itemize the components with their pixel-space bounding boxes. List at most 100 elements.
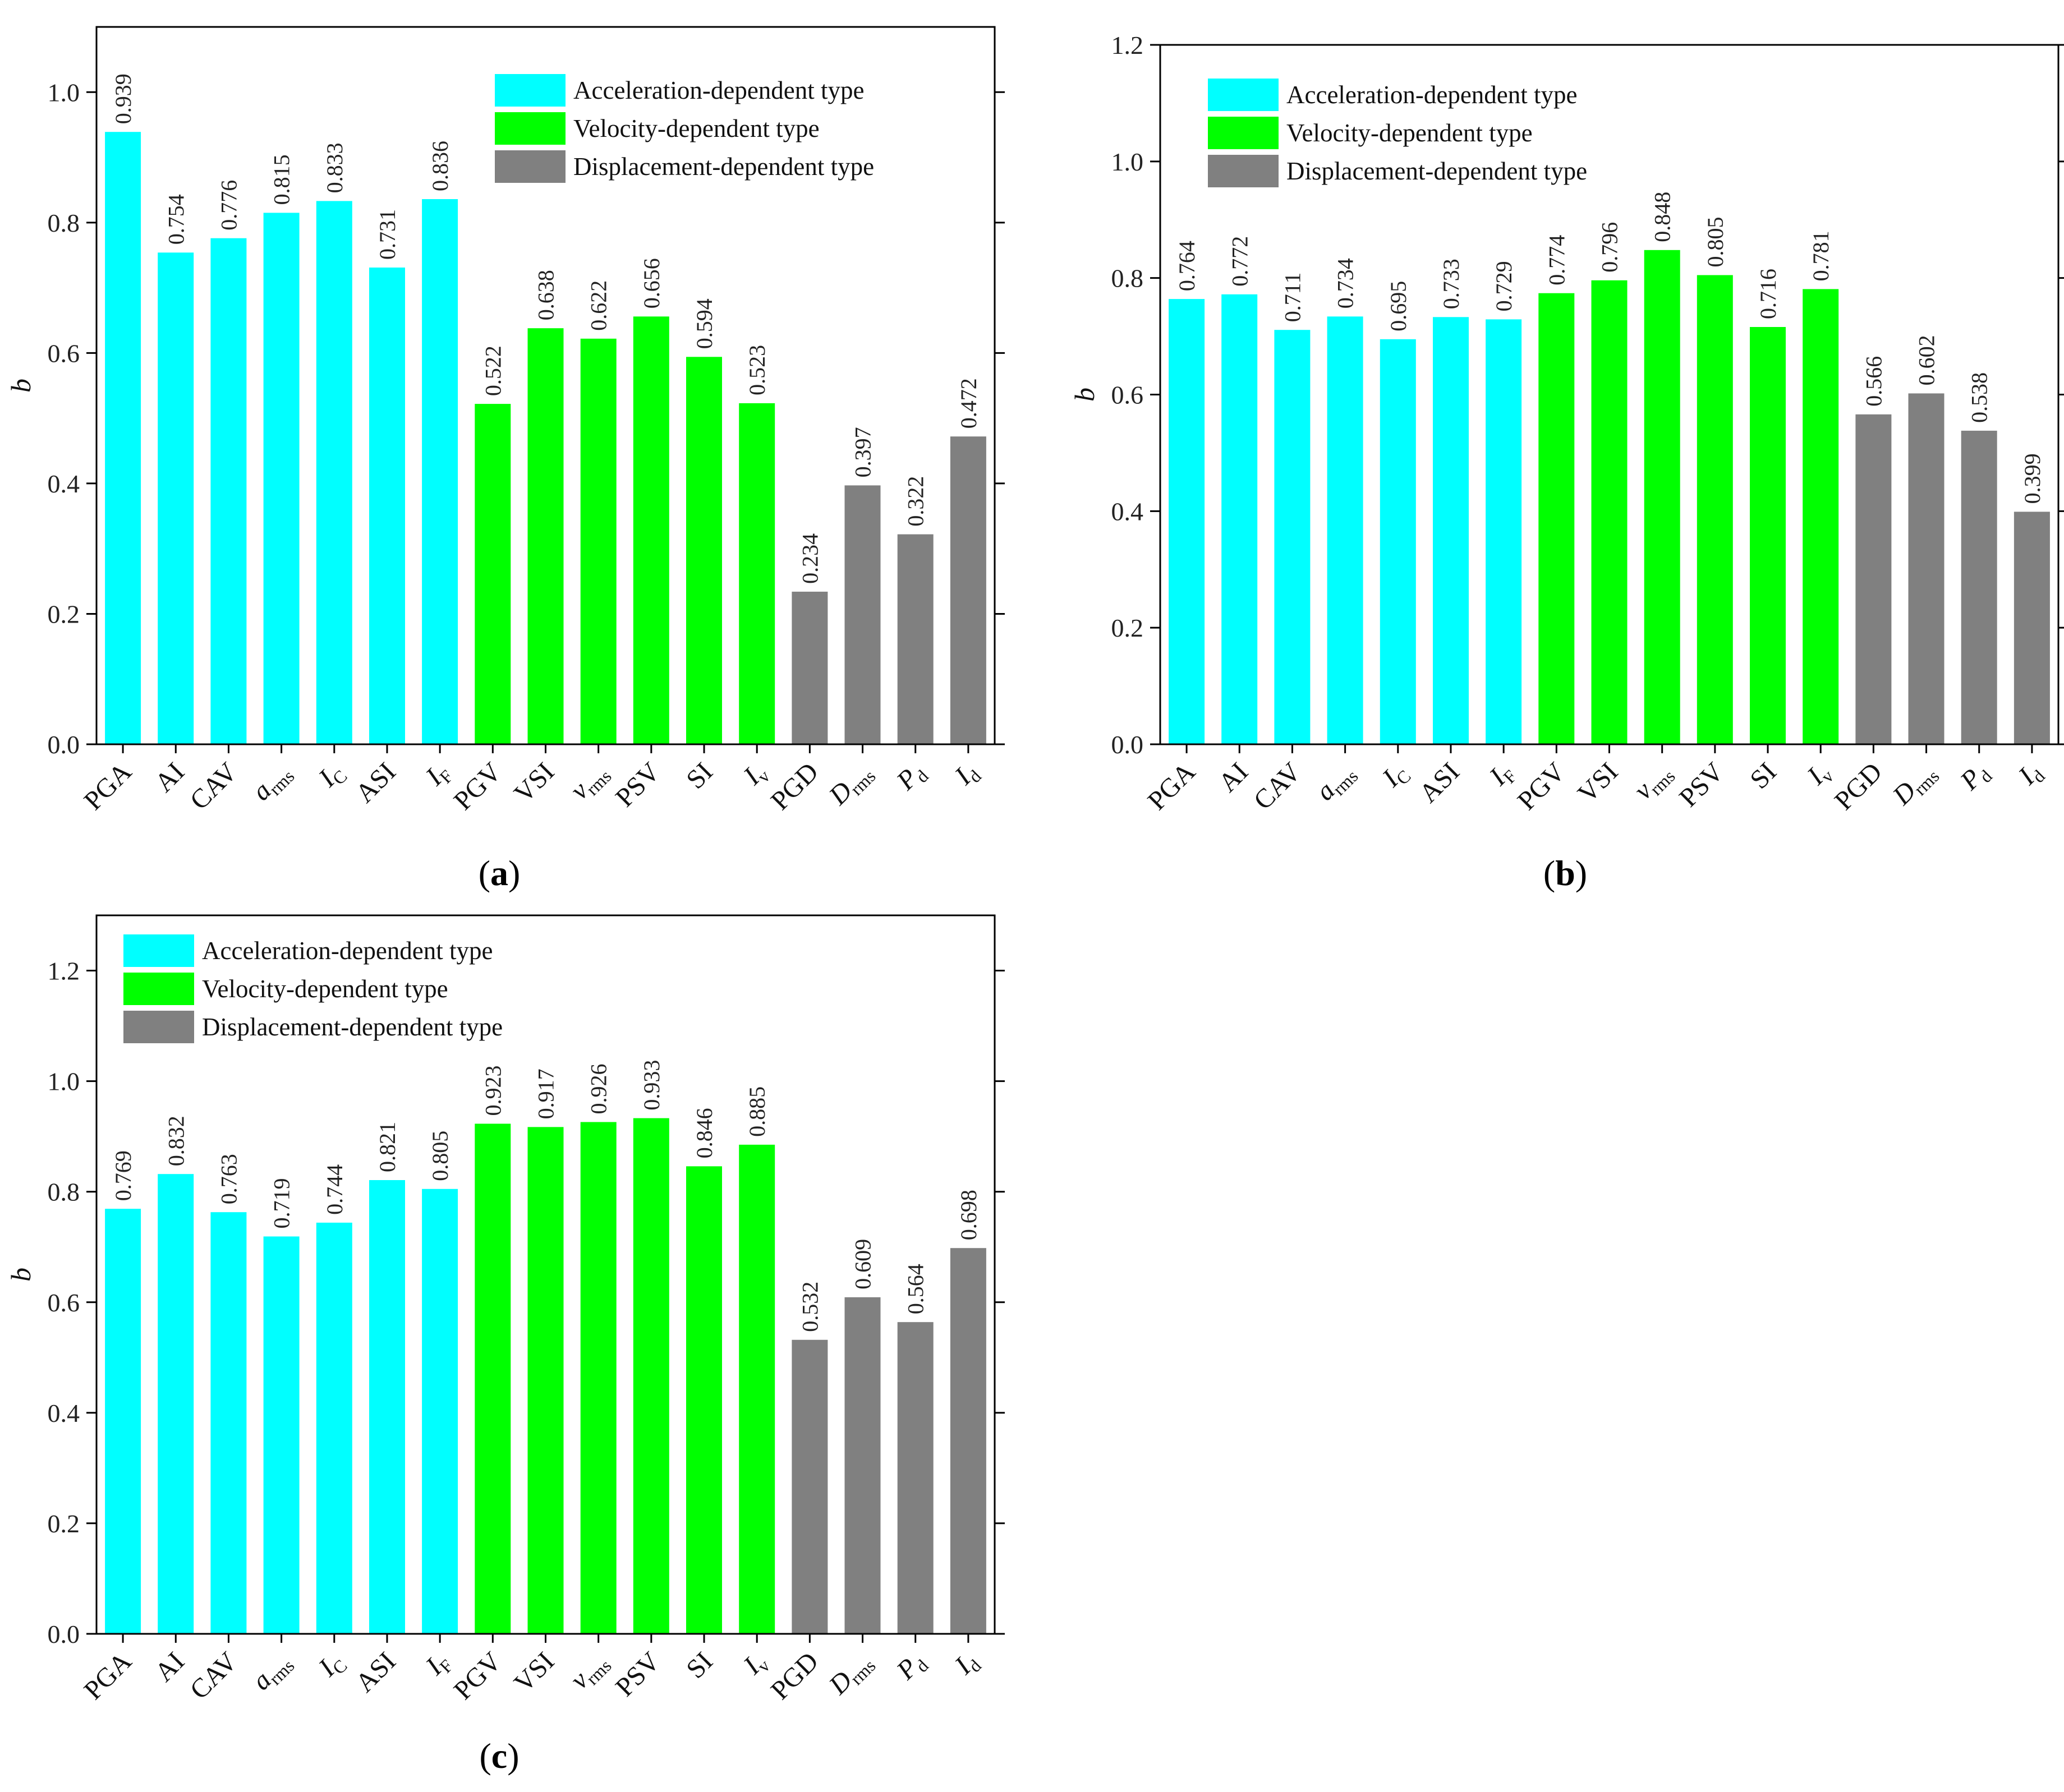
bar-b-15 [1961,430,1997,744]
category-main: SI [1744,757,1782,795]
bar-a-0 [105,132,141,745]
bar-value-label: 0.622 [586,280,612,331]
legend: Acceleration-dependent type Velocity-depe… [1208,79,1587,187]
y-tick-label: 0.6 [48,1288,80,1317]
y-axis-label: b [5,1268,36,1282]
legend-swatch-displacement [123,1011,194,1043]
bar-a-9 [580,338,617,744]
bar-a-7 [475,404,511,744]
bar-value-label: 0.836 [427,141,453,191]
y-tick-label: 0.2 [48,600,80,628]
bar-b-9 [1644,250,1680,744]
category-main: PGV [1512,757,1571,816]
y-axis-label: b [5,379,36,393]
bar-a-4 [316,201,352,744]
y-tick-label: 0.6 [48,339,80,367]
legend-swatch-displacement [1208,155,1279,187]
x-category-label: AI [1213,757,1254,798]
bar-a-15 [897,534,934,744]
legend-label-displacement: Displacement-dependent type [202,1013,503,1041]
legend-label-displacement: Displacement-dependent type [573,153,874,181]
x-category-label: VSI [1572,757,1624,808]
x-category-label: Pd [890,757,932,798]
bar-value-label: 0.566 [1861,356,1886,407]
legend-label-displacement: Displacement-dependent type [1286,157,1587,185]
bar-b-7 [1538,293,1575,744]
category-main: VSI [508,757,560,808]
bar-b-2 [1274,330,1311,744]
y-tick-label: 0.0 [48,730,80,759]
bar-value-label: 0.774 [1544,235,1569,285]
x-category-label: arms [246,1646,298,1698]
legend-swatch-velocity [123,973,194,1005]
bar-value-label: 0.695 [1386,281,1411,331]
x-category-label: PSV [610,1646,666,1702]
x-category-label: PGA [1142,757,1201,816]
bar-value-label: 0.923 [480,1066,505,1116]
bar-c-4 [316,1222,352,1634]
legend-label-acceleration: Acceleration-dependent type [1286,81,1578,109]
panel-caption-c: (c) [479,1736,519,1776]
category-main: PSV [1674,757,1730,813]
bar-value-label: 0.848 [1650,192,1675,242]
legend-label-velocity: Velocity-dependent type [573,114,820,142]
y-tick-label: 0.6 [1111,381,1144,409]
bar-a-13 [792,591,828,744]
legend-swatch-acceleration [1208,79,1279,111]
y-tick-label: 0.0 [48,1620,80,1648]
category-main: ASI [350,1646,402,1698]
category-main: PGD [765,1646,824,1705]
bar-value-label: 0.754 [163,194,189,245]
category-main: PGD [1829,757,1888,816]
x-category-label: IC [1376,757,1415,795]
bar-c-5 [369,1180,405,1634]
bar-value-label: 0.772 [1227,236,1252,287]
bar-value-label: 0.815 [269,154,295,205]
x-category-label: Pd [890,1646,932,1688]
bar-value-label: 0.833 [322,142,347,193]
bar-b-8 [1591,280,1628,744]
x-category-label: AI [149,1646,190,1687]
x-category-label: CAV [184,757,243,816]
bar-value-label: 0.711 [1280,273,1305,323]
x-category-label: SI [1744,757,1782,795]
x-category-label: arms [246,757,298,809]
x-category-label: ASI [1414,757,1465,808]
y-tick-label: 1.0 [1111,148,1144,176]
x-category-label: Drms [823,1646,880,1703]
bar-value-label: 0.719 [269,1178,295,1229]
bar-value-label: 0.397 [851,427,876,477]
bar-c-2 [210,1212,247,1634]
category-main: CAV [1248,757,1307,816]
x-category-label: PGD [765,1646,824,1705]
legend: Acceleration-dependent type Velocity-depe… [123,934,503,1043]
x-category-label: vrms [1628,757,1679,808]
y-tick-label: 1.0 [48,1067,80,1096]
bar-value-label: 0.781 [1808,231,1833,281]
bar-value-label: 0.523 [744,345,770,395]
bar-a-14 [844,485,881,744]
bar-value-label: 0.322 [903,476,928,527]
category-main: PSV [610,757,666,813]
bar-value-label: 0.638 [534,270,559,320]
x-category-label: ASI [350,1646,402,1698]
x-category-label: IF [420,1646,457,1683]
legend: Acceleration-dependent type Velocity-depe… [495,74,874,183]
legend-label-velocity: Velocity-dependent type [202,975,448,1003]
y-axis-label: b [1069,388,1100,402]
bar-c-16 [950,1248,986,1634]
x-category-label: Iv [1801,757,1837,793]
category-main: ASI [350,757,402,808]
bar-value-label: 0.729 [1491,261,1516,311]
x-category-label: Id [949,757,985,793]
bar-value-label: 0.656 [639,258,664,308]
bar-a-5 [369,268,405,744]
bar-b-11 [1750,327,1786,744]
y-tick-label: 1.2 [1111,31,1144,59]
bar-c-6 [422,1188,458,1634]
bar-value-label: 0.532 [797,1282,822,1332]
bar-value-label: 0.234 [797,533,822,584]
legend-swatch-velocity [1208,117,1279,149]
x-category-label: PSV [610,757,666,813]
bar-value-label: 0.776 [216,180,241,231]
